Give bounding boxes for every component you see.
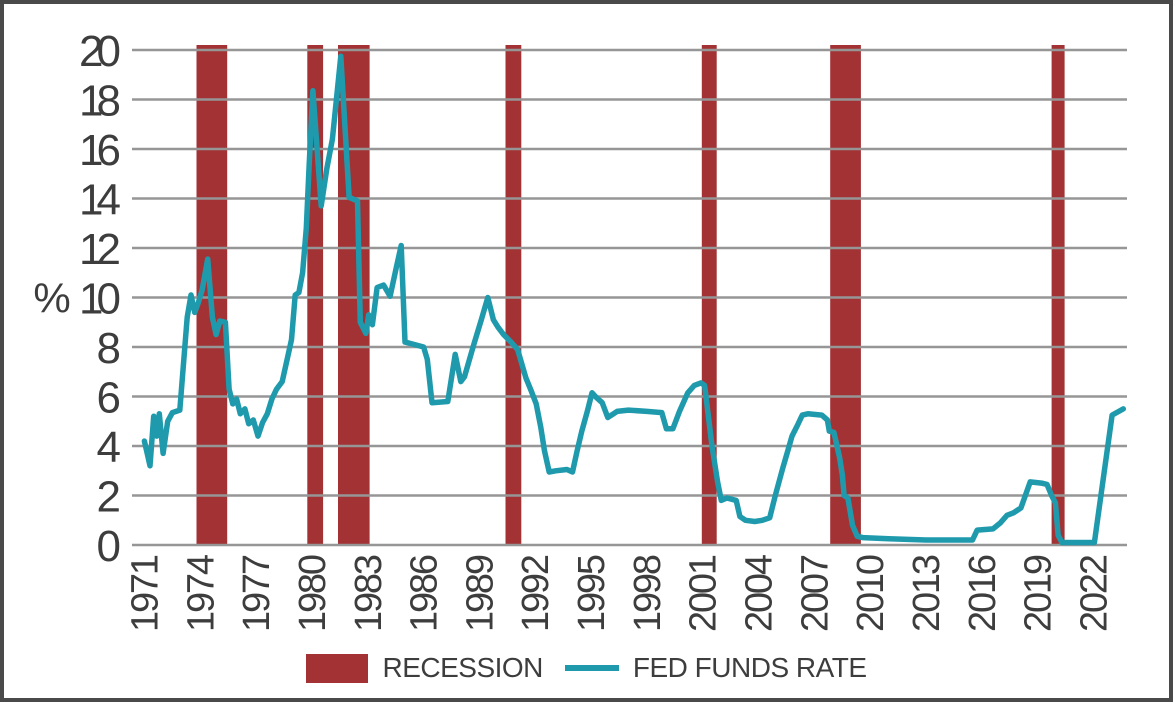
y-tick-label: 12 — [79, 225, 121, 274]
fed-funds-legend-line — [564, 665, 619, 671]
x-tick-label: 2004 — [739, 554, 781, 632]
x-tick-label: 2016 — [962, 554, 1004, 632]
x-tick-label: 1998 — [627, 554, 669, 632]
y-tick-label: 14 — [79, 176, 121, 225]
x-tick-label: 1980 — [292, 554, 334, 632]
y-tick-label: 20 — [79, 27, 121, 76]
y-tick-label: 16 — [79, 126, 121, 175]
y-tick-label: 10 — [79, 275, 121, 324]
x-tick-label: 2019 — [1018, 554, 1060, 632]
x-tick-label: 2010 — [850, 554, 892, 632]
fed-funds-rate-chart: 20181614121086420%1971197419771980198319… — [33, 27, 1127, 632]
x-tick-label: 1977 — [236, 554, 278, 632]
y-tick-label: 4 — [97, 423, 121, 472]
y-axis-unit-label: % — [33, 275, 70, 322]
recession-legend-label: RECESSION — [382, 652, 543, 683]
y-tick-label: 18 — [79, 77, 121, 126]
x-tick-label: 1986 — [404, 554, 446, 632]
x-tick-label: 2001 — [683, 554, 725, 632]
x-tick-label: 1989 — [459, 554, 501, 632]
x-tick-label: 1971 — [124, 554, 166, 632]
recession-band — [701, 45, 717, 546]
recession-legend-swatch — [306, 653, 369, 683]
recession-band — [830, 45, 861, 546]
x-tick-label: 2022 — [1074, 554, 1116, 632]
recession-band — [1051, 45, 1065, 546]
y-tick-label: 6 — [97, 374, 121, 423]
y-tick-label: 0 — [97, 522, 121, 571]
fed-funds-rate-line — [141, 53, 1127, 546]
recession-band — [505, 45, 522, 546]
y-tick-label: 8 — [97, 324, 121, 373]
x-tick-label: 2013 — [906, 554, 948, 632]
x-tick-label: 2007 — [794, 554, 836, 632]
chart-legend: RECESSION FED FUNDS RATE — [4, 648, 1169, 688]
x-tick-label: 1983 — [348, 554, 390, 632]
fed-funds-legend-label: FED FUNDS RATE — [632, 652, 867, 683]
y-tick-label: 2 — [97, 473, 121, 522]
x-tick-label: 1995 — [571, 554, 613, 632]
x-tick-label: 1974 — [180, 554, 222, 632]
x-tick-label: 1992 — [515, 554, 557, 632]
